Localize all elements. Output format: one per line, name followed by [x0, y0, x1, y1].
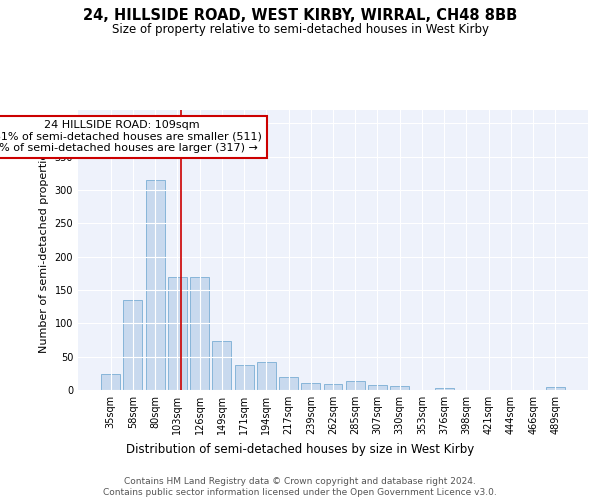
- Bar: [257, 362, 276, 390]
- Text: Contains HM Land Registry data © Crown copyright and database right 2024.
Contai: Contains HM Land Registry data © Crown c…: [103, 478, 497, 497]
- Bar: [390, 386, 409, 390]
- Bar: [368, 386, 387, 390]
- Bar: [301, 384, 320, 390]
- Bar: [235, 366, 254, 390]
- Bar: [190, 276, 209, 390]
- Bar: [146, 180, 164, 390]
- Text: 24, HILLSIDE ROAD, WEST KIRBY, WIRRAL, CH48 8BB: 24, HILLSIDE ROAD, WEST KIRBY, WIRRAL, C…: [83, 8, 517, 22]
- Bar: [546, 386, 565, 390]
- Bar: [101, 374, 120, 390]
- Y-axis label: Number of semi-detached properties: Number of semi-detached properties: [39, 147, 49, 353]
- Bar: [435, 388, 454, 390]
- Bar: [168, 276, 187, 390]
- Bar: [212, 342, 231, 390]
- Bar: [279, 378, 298, 390]
- Text: 24 HILLSIDE ROAD: 109sqm
← 61% of semi-detached houses are smaller (511)
38% of : 24 HILLSIDE ROAD: 109sqm ← 61% of semi-d…: [0, 120, 262, 153]
- Bar: [346, 380, 365, 390]
- Bar: [124, 300, 142, 390]
- Bar: [323, 384, 343, 390]
- Text: Size of property relative to semi-detached houses in West Kirby: Size of property relative to semi-detach…: [112, 22, 488, 36]
- Text: Distribution of semi-detached houses by size in West Kirby: Distribution of semi-detached houses by …: [126, 442, 474, 456]
